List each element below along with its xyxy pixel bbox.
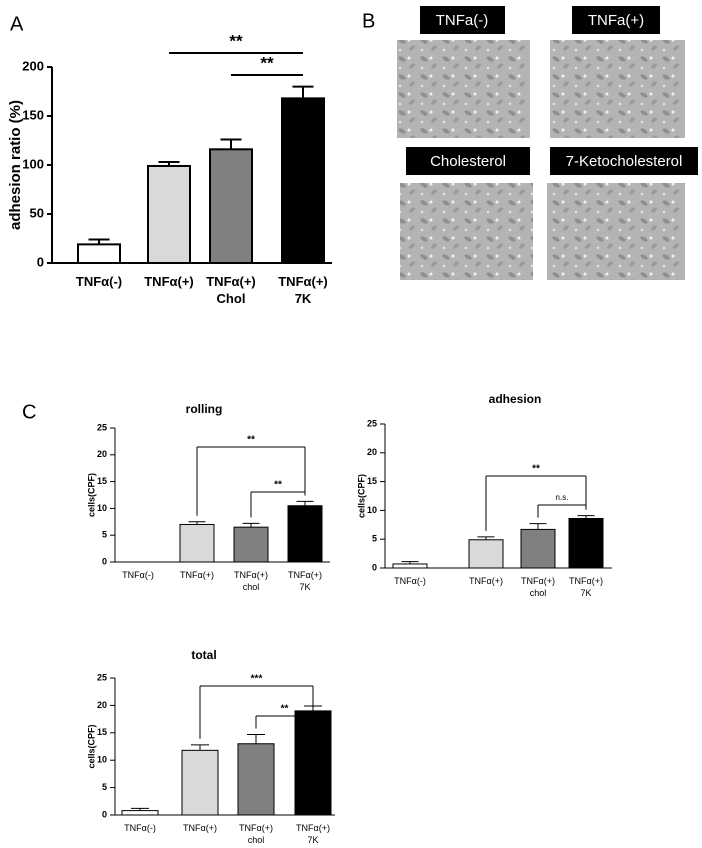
y-tick-label: 0 (37, 254, 44, 269)
chart-title: adhesion (489, 392, 542, 406)
bar (281, 97, 325, 264)
micrograph-label: TNFa(+) (588, 12, 644, 29)
y-tick-label: 0 (102, 556, 107, 566)
x-tick-label: TNFα(-) (124, 823, 156, 833)
panel-label: A (10, 13, 24, 35)
chart-title: total (191, 648, 216, 662)
bar (77, 243, 121, 265)
y-axis-label: cells(CPF) (86, 724, 96, 768)
y-tick-label: 100 (22, 156, 44, 171)
x-tick-label: TNFα(+) (144, 274, 194, 289)
y-tick-label: 10 (97, 755, 107, 765)
y-tick-label: 25 (367, 418, 377, 428)
micrograph-label: 7-Ketocholesterol (566, 153, 683, 170)
x-tick-label: TNFα(+) 7K (569, 576, 603, 598)
y-axis-label: cells(CPF) (356, 474, 366, 518)
chart-title: rolling (186, 402, 223, 416)
x-tick-label: TNFα(+) chol (521, 576, 555, 598)
x-tick-label: TNFα(+) (183, 823, 217, 833)
x-tick-label: TNFα(+) 7K (278, 274, 328, 306)
x-tick-label: TNFα(+) chol (239, 823, 273, 845)
y-tick-label: 20 (97, 700, 107, 710)
label-box (572, 6, 660, 34)
y-tick-label: 10 (367, 505, 377, 515)
significance-label: ** (532, 464, 540, 475)
bar (520, 528, 556, 569)
micrograph (550, 40, 685, 138)
y-axis-label: cells(CPF) (86, 473, 96, 517)
x-tick-label: TNFα(-) (76, 274, 122, 289)
y-tick-label: 5 (102, 530, 107, 540)
label-box (406, 147, 530, 175)
x-tick-label: TNFα(-) (394, 576, 426, 586)
significance-label: ** (274, 480, 282, 491)
significance-label: ** (229, 31, 243, 50)
y-tick-label: 15 (367, 476, 377, 486)
y-tick-label: 25 (97, 672, 107, 682)
bar (294, 710, 332, 816)
bar (209, 148, 253, 265)
x-tick-label: TNFα(-) (122, 570, 154, 580)
micrograph-label: Cholesterol (430, 153, 506, 170)
y-tick-label: 5 (372, 534, 377, 544)
micrograph (397, 40, 530, 138)
bar (147, 164, 191, 264)
significance-label: ** (281, 704, 289, 715)
y-tick-label: 50 (30, 205, 44, 220)
bar (121, 810, 159, 816)
y-tick-label: 25 (97, 422, 107, 432)
bar (568, 517, 604, 569)
bar (287, 505, 323, 563)
micrograph (547, 183, 685, 280)
y-tick-label: 0 (372, 562, 377, 572)
x-tick-label: TNFα(+) chol (234, 570, 268, 592)
bar (392, 563, 428, 569)
panel-label: B (362, 10, 375, 32)
significance-label: *** (251, 674, 263, 685)
bar (233, 526, 269, 563)
label-box (420, 6, 505, 34)
y-tick-label: 200 (22, 58, 44, 73)
micrograph-label: TNFa(-) (436, 12, 489, 29)
x-tick-label: TNFα(+) Chol (206, 274, 256, 306)
y-tick-label: 20 (367, 447, 377, 457)
y-tick-label: 5 (102, 782, 107, 792)
y-tick-label: 0 (102, 809, 107, 819)
y-tick-label: 20 (97, 449, 107, 459)
significance-label: n.s. (556, 493, 569, 502)
panel-label: C (22, 401, 36, 423)
bar (237, 743, 275, 816)
bar (181, 749, 219, 816)
y-tick-label: 10 (97, 503, 107, 513)
y-tick-label: 150 (22, 107, 44, 122)
x-tick-label: TNFα(+) (469, 576, 503, 586)
y-tick-label: 15 (97, 727, 107, 737)
y-tick-label: 15 (97, 476, 107, 486)
significance-label: ** (247, 435, 255, 446)
x-tick-label: TNFα(+) (180, 570, 214, 580)
x-tick-label: TNFα(+) 7K (296, 823, 330, 845)
x-tick-label: TNFα(+) 7K (288, 570, 322, 592)
significance-label: ** (260, 53, 274, 72)
label-box (550, 147, 698, 175)
bar (468, 539, 504, 569)
y-axis-label: adhesion ratio (%) (7, 100, 24, 230)
bar (179, 523, 215, 563)
micrograph (400, 183, 533, 280)
